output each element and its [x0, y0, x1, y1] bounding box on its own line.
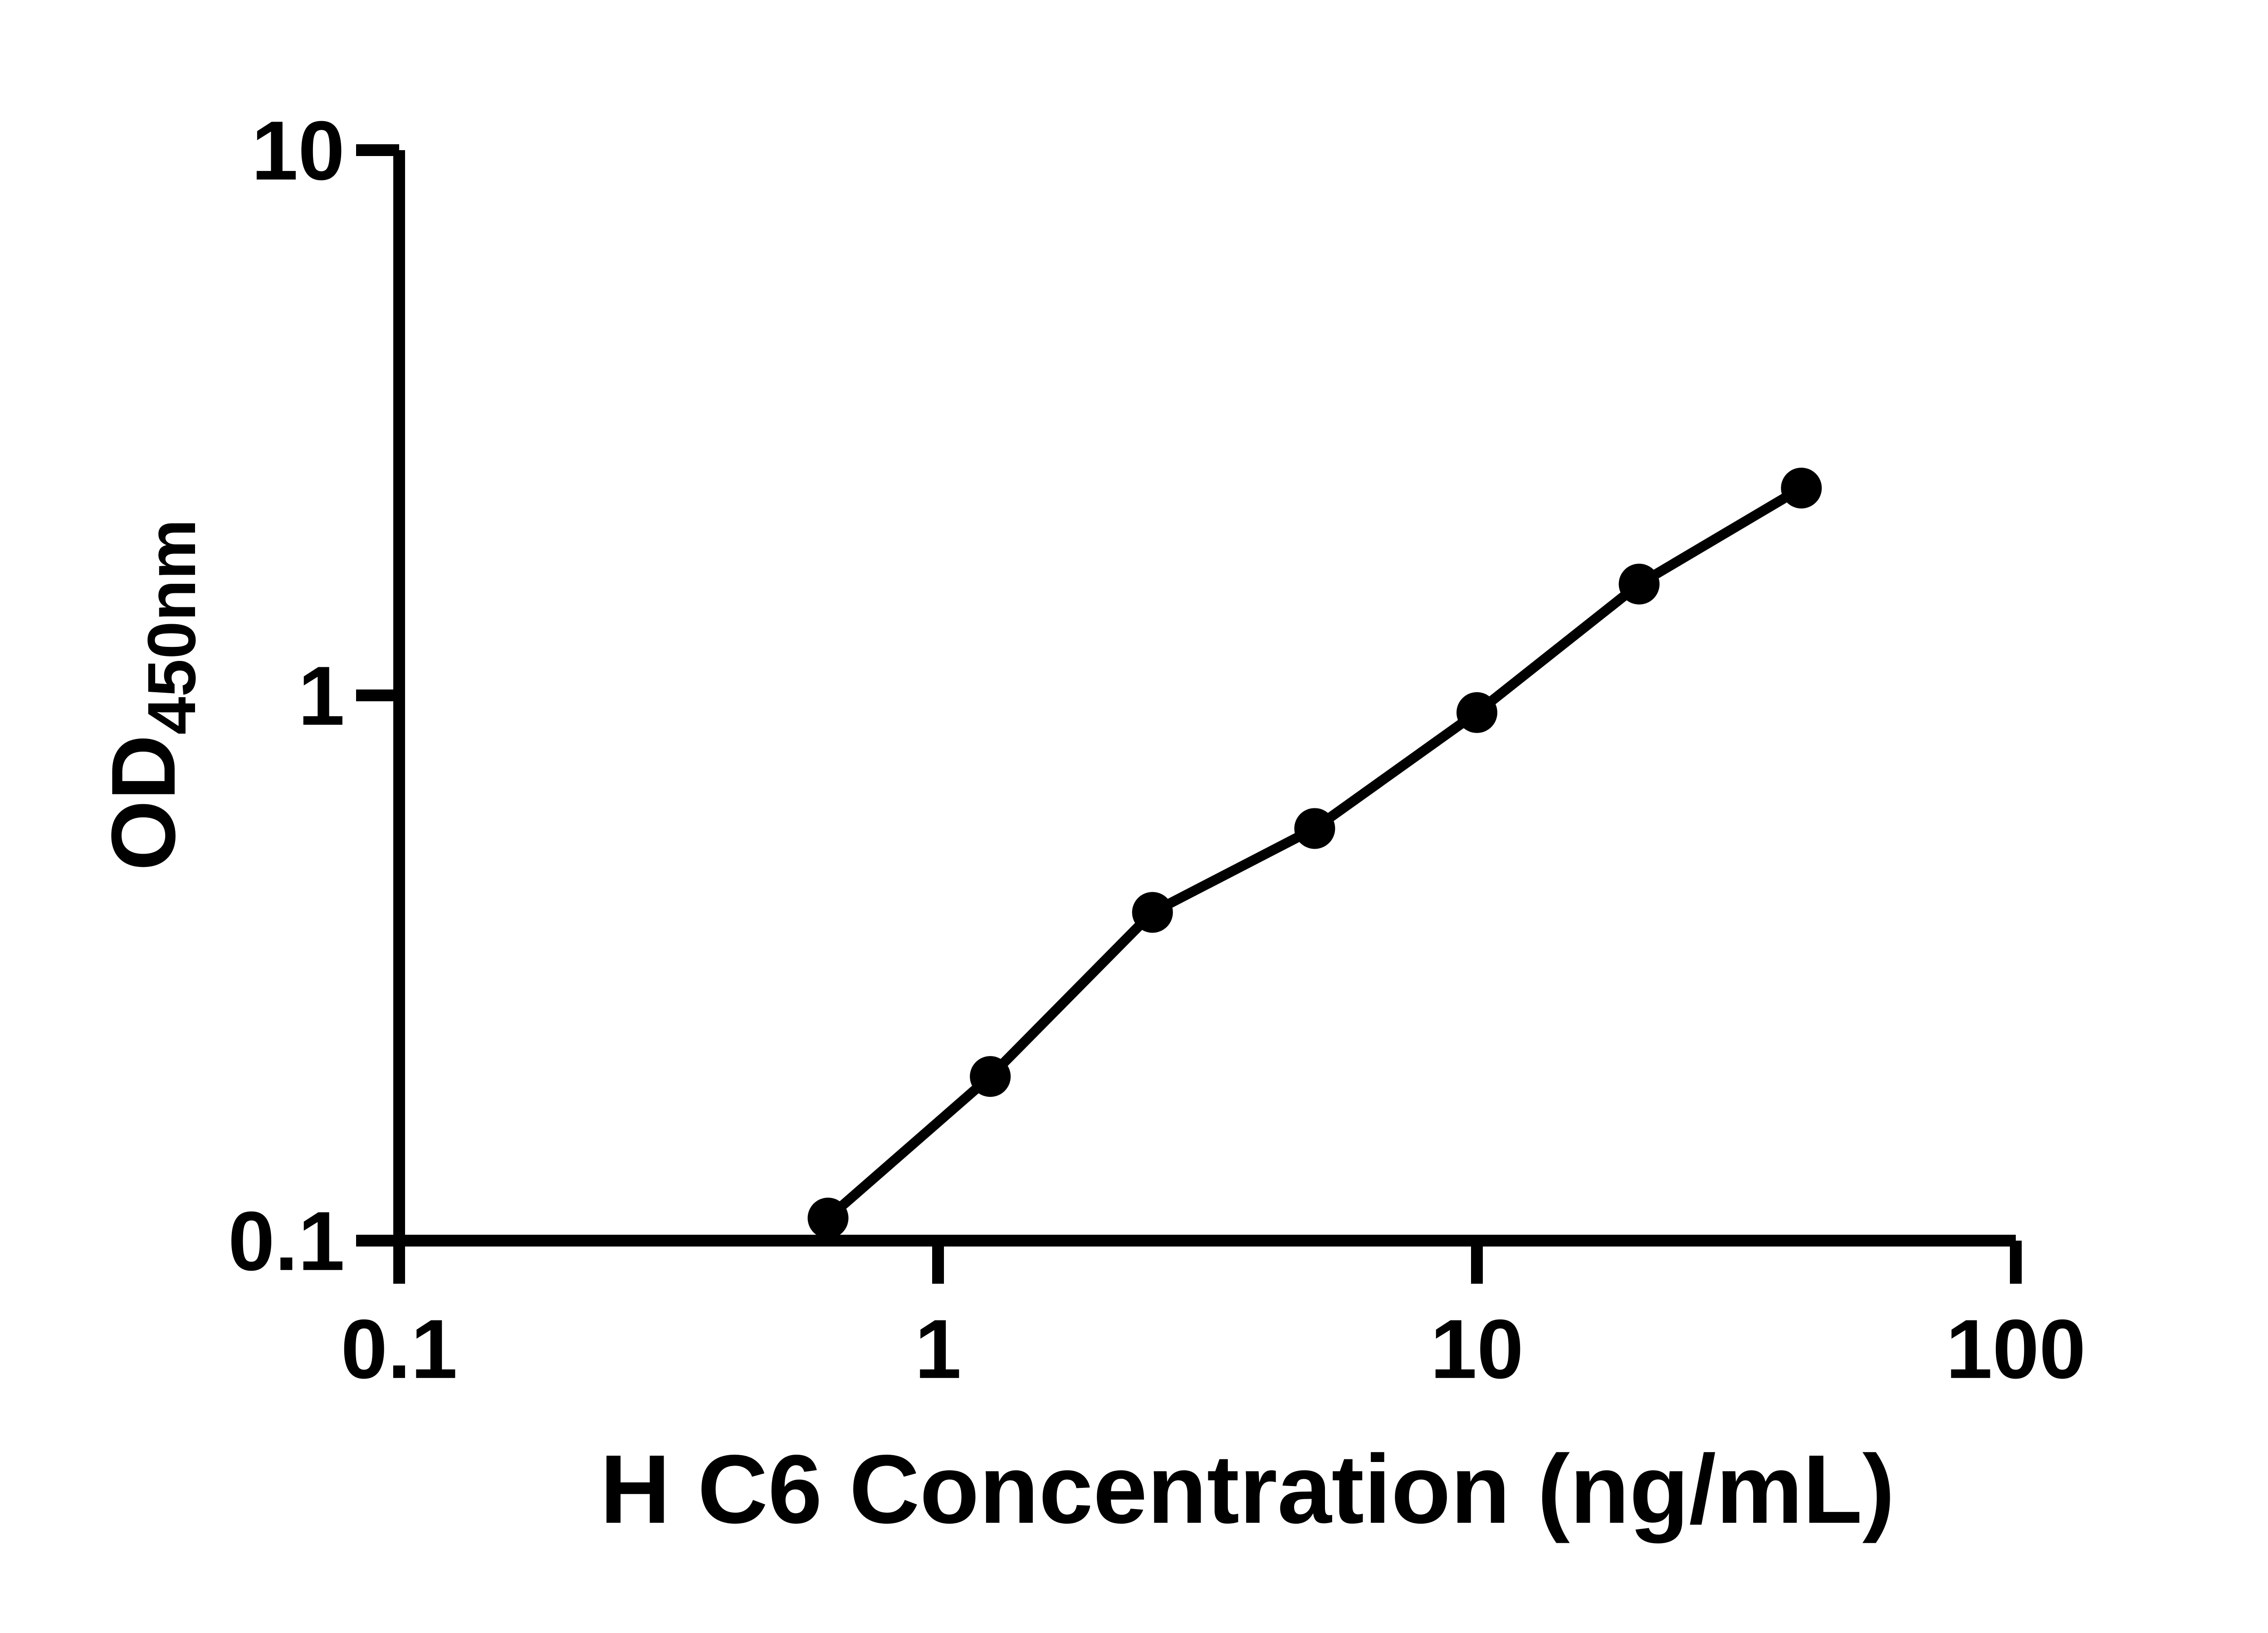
x-axis-title: H C6 Concentration (ng/mL): [600, 1434, 1895, 1544]
y-tick-label: 1: [298, 650, 345, 743]
x-tick-label: 0.1: [341, 1303, 457, 1396]
standard-curve-line: [825, 484, 1804, 1222]
data-point-marker: [1618, 563, 1660, 605]
data-point-marker: [1132, 892, 1173, 933]
y-tick-label: 10: [251, 104, 345, 198]
x-tick-label: 10: [1430, 1303, 1524, 1396]
data-point-marker: [807, 1198, 849, 1239]
data-point-marker: [1781, 467, 1822, 508]
y-axis-title: OD450nm: [93, 519, 210, 870]
data-point-marker: [970, 1056, 1011, 1097]
y-axis-title-main: OD: [93, 734, 194, 871]
y-axis-title-subscript: 450nm: [133, 519, 210, 735]
x-tick-label: 1: [915, 1303, 962, 1396]
data-point-marker: [1294, 808, 1335, 849]
x-tick-label: 100: [1946, 1303, 2086, 1396]
data-point-marker: [1457, 692, 1497, 733]
y-tick-label: 0.1: [228, 1195, 345, 1288]
